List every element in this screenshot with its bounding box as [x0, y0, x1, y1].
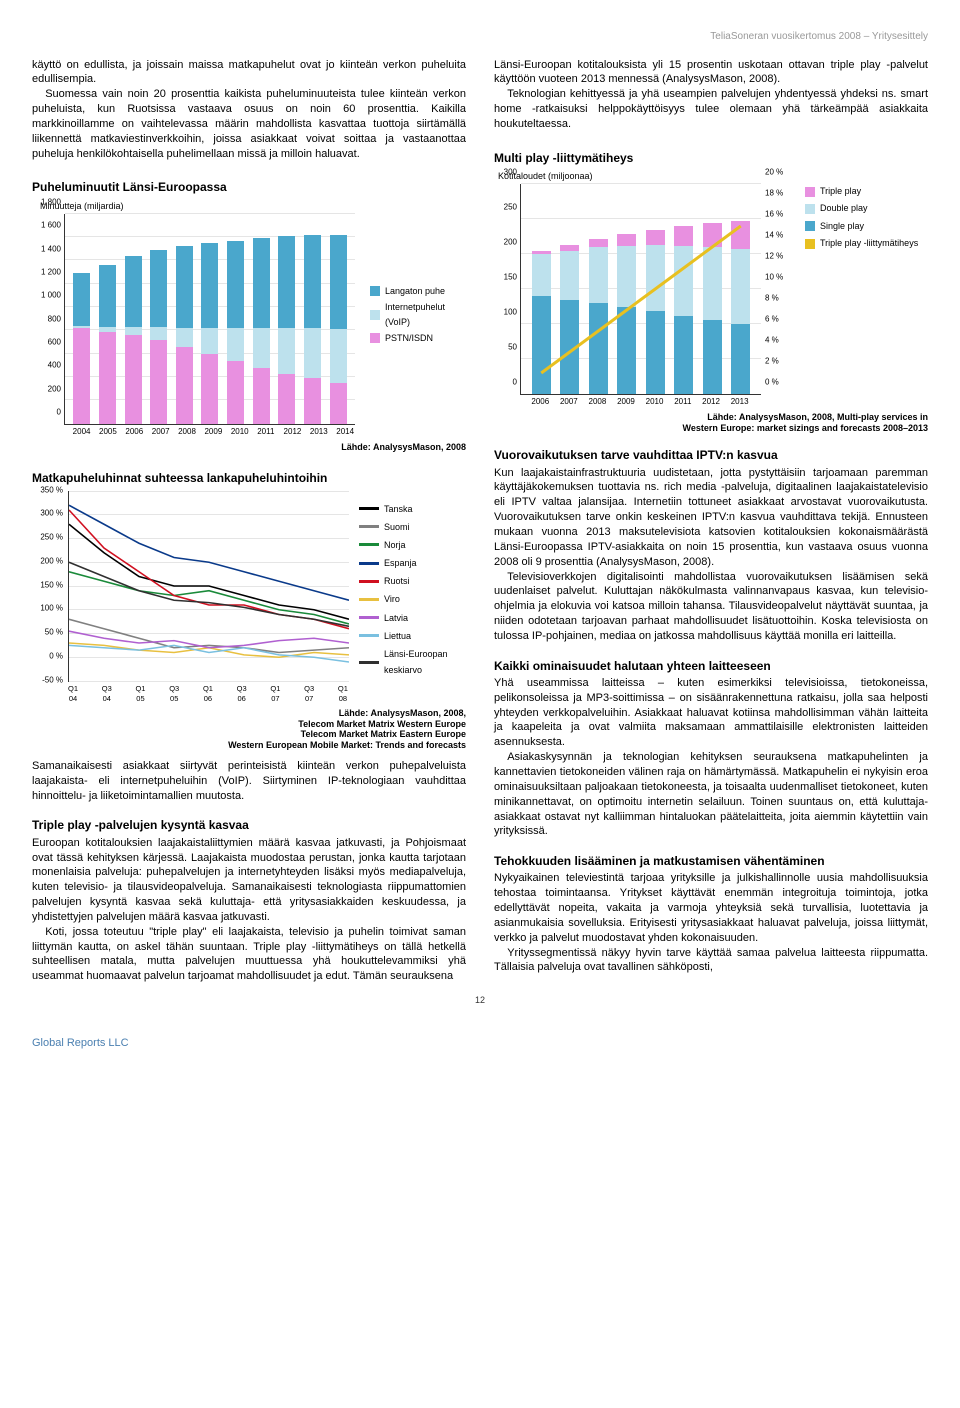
body-text: Suomessa vain noin 20 prosenttia kaikist…: [32, 87, 466, 161]
chart2: -50 %0 %50 %100 %150 %200 %250 %300 %350…: [32, 491, 466, 704]
chart2-title: Matkapuheluhinnat suhteessa lankapuheluh…: [32, 470, 466, 486]
section-heading: Tehokkuuden lisääminen ja matkustamisen …: [494, 853, 928, 869]
body-text: Yrityssegmentissä näkyy hyvin tarve käyt…: [494, 946, 928, 976]
body-text: Nykyaikainen televiestintä tarjoaa yrity…: [494, 871, 928, 945]
chart3-title: Multi play -liittymätiheys: [494, 150, 928, 166]
body-text: Euroopan kotitalouksien laajakaistaliitt…: [32, 836, 466, 925]
section-heading: Triple play -palvelujen kysyntä kasvaa: [32, 817, 466, 833]
chart3-legend: Triple playDouble playSingle playTriple …: [805, 184, 918, 408]
body-text: Teknologian kehittyessä ja yhä useampien…: [494, 87, 928, 132]
chart3-plot: 050100150200250300 0 %2 %4 %6 %8 %10 %12…: [520, 184, 761, 395]
body-text: Televisioverkkojen digitalisointi mahdol…: [494, 570, 928, 644]
chart1-legend: Langaton puheInternetpuhelut (VoIP)PSTN/…: [370, 284, 466, 438]
chart1-subtitle: Minuutteja (miljardia): [40, 200, 466, 212]
body-text: Yhä useammissa laitteissa – kuten esimer…: [494, 676, 928, 750]
page-number: 12: [32, 994, 928, 1006]
two-column-layout: käyttö on edullista, ja joissain maissa …: [32, 58, 928, 985]
left-column: käyttö on edullista, ja joissain maissa …: [32, 58, 466, 985]
chart3-subtitle: Kotitaloudet (miljoonaa): [498, 170, 928, 182]
section-heading: Vuorovaikutuksen tarve vauhdittaa IPTV:n…: [494, 447, 928, 463]
chart3: 050100150200250300 0 %2 %4 %6 %8 %10 %12…: [494, 184, 928, 408]
right-column: Länsi-Euroopan kotitalouksista yli 15 pr…: [494, 58, 928, 985]
chart1: 02004006008001 0001 2001 4001 6001 800 2…: [32, 214, 466, 438]
chart1-source: Lähde: AnalysysMason, 2008: [32, 442, 466, 453]
chart1-title: Puheluminuutit Länsi-Euroopassa: [32, 179, 466, 195]
body-text: Asiakaskysynnän ja teknologian kehitykse…: [494, 750, 928, 839]
body-text: käyttö on edullista, ja joissain maissa …: [32, 58, 466, 88]
body-text: Länsi-Euroopan kotitalouksista yli 15 pr…: [494, 58, 928, 88]
chart3-source: Lähde: AnalysysMason, 2008, Multi-play s…: [494, 412, 928, 434]
body-text: Kun laajakaistainfrastruktuuria uudistet…: [494, 466, 928, 570]
chart2-legend: TanskaSuomiNorjaEspanjaRuotsiViroLatviaL…: [359, 501, 466, 704]
chart1-plot: 02004006008001 0001 2001 4001 6001 800: [64, 214, 355, 425]
doc-header: TeliaSoneran vuosikertomus 2008 – Yritys…: [32, 30, 928, 44]
chart2-plot: -50 %0 %50 %100 %150 %200 %250 %300 %350…: [68, 491, 349, 682]
section-heading: Kaikki ominaisuudet halutaan yhteen lait…: [494, 658, 928, 674]
chart2-source: Lähde: AnalysysMason, 2008, Telecom Mark…: [32, 708, 466, 751]
footer: Global Reports LLC: [32, 1036, 928, 1051]
body-text: Koti, jossa toteutuu "triple play" eli l…: [32, 925, 466, 984]
body-text: Samanaikaisesti asiakkaat siirtyvät peri…: [32, 759, 466, 804]
